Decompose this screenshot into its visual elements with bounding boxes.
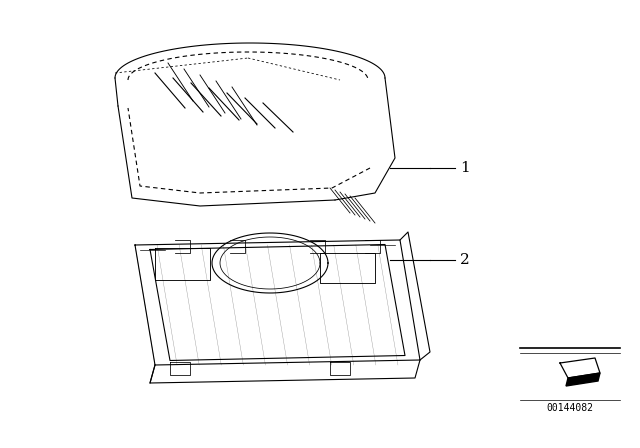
Text: 1: 1 [460, 161, 470, 175]
Polygon shape [566, 373, 600, 386]
Text: 2: 2 [460, 253, 470, 267]
Text: 00144082: 00144082 [547, 403, 593, 413]
